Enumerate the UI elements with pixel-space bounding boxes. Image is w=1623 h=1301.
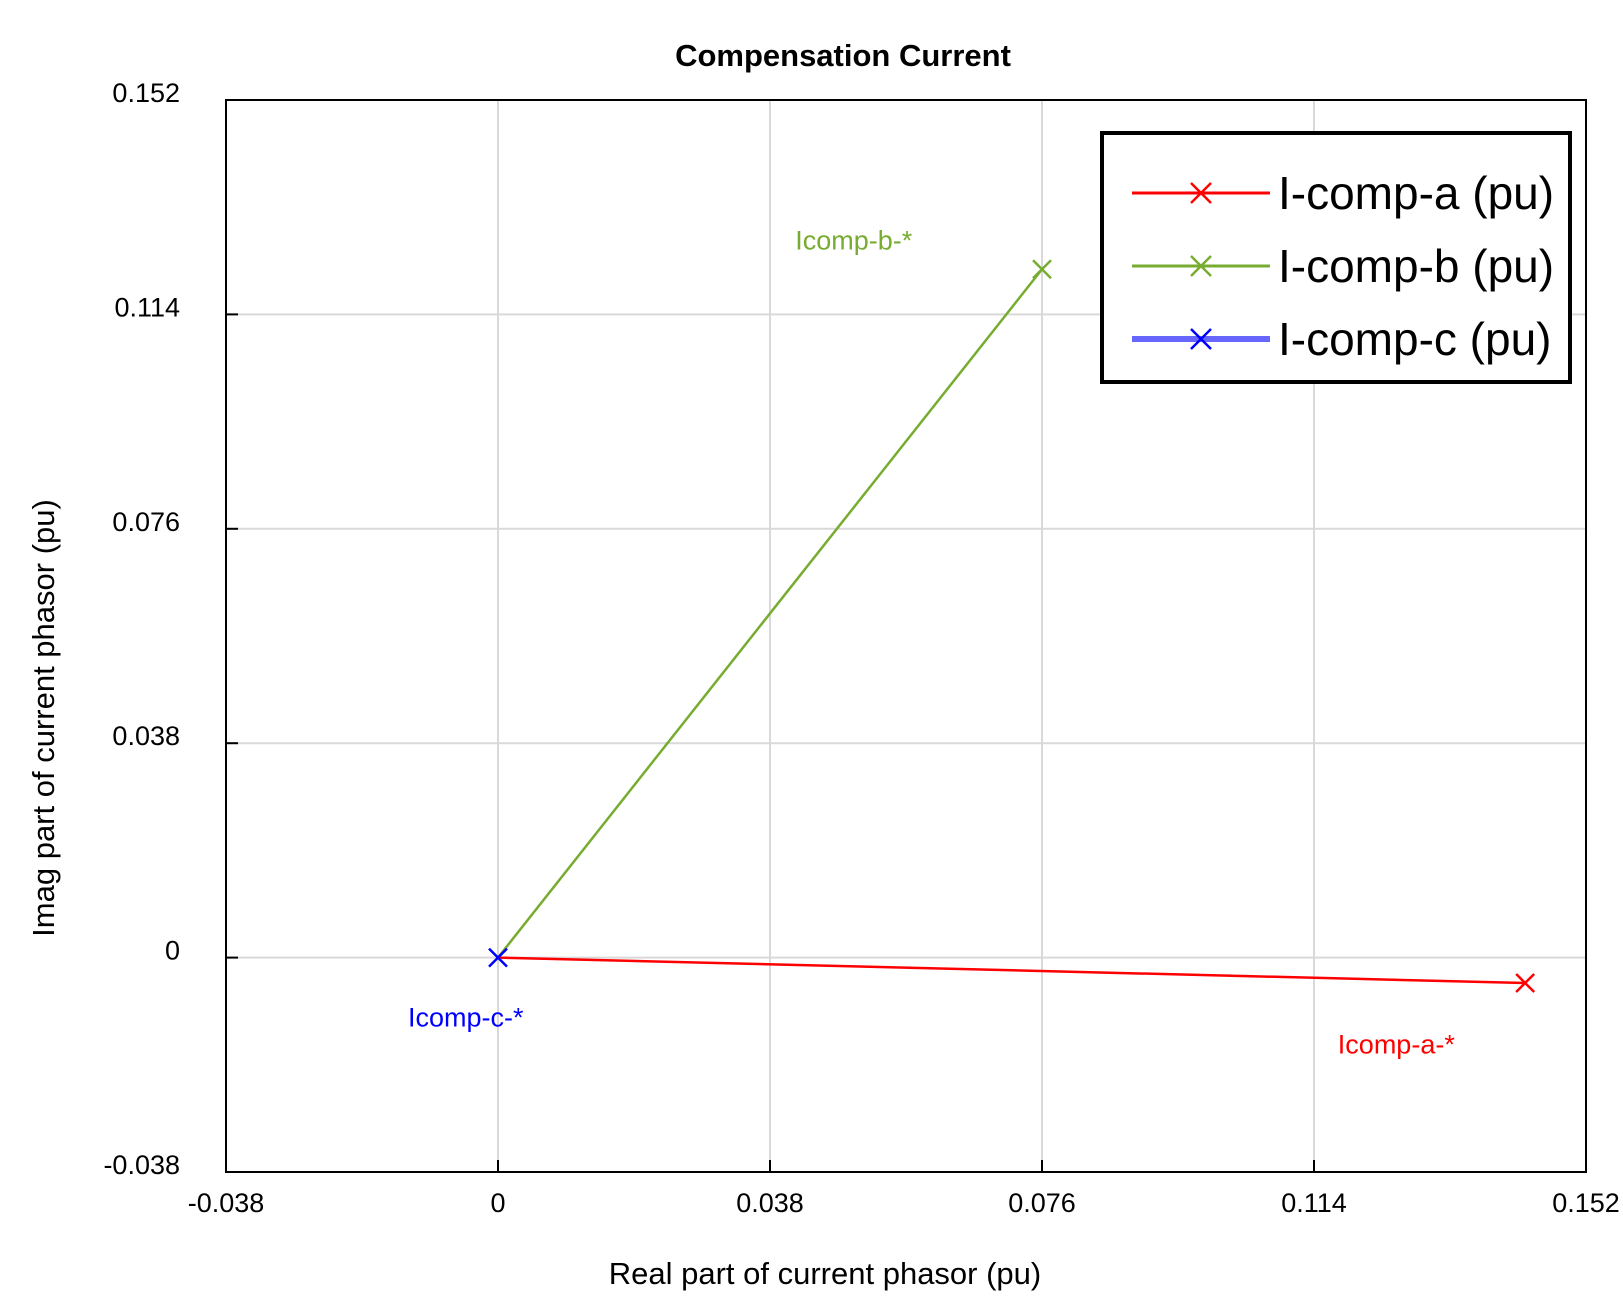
x-tick-label: 0.038 xyxy=(736,1188,804,1218)
x-tick-label: 0.076 xyxy=(1008,1188,1076,1218)
legend-marker xyxy=(1190,255,1212,277)
x-tick-label: 0.114 xyxy=(1281,1188,1347,1218)
legend-label: I-comp-c (pu) xyxy=(1278,313,1551,365)
series-annotation: Icomp-b-* xyxy=(795,226,913,256)
legend-label: I-comp-a (pu) xyxy=(1278,167,1554,219)
legend-marker xyxy=(1190,328,1212,350)
chart-title: Compensation Current xyxy=(675,38,1011,73)
y-tick-label: 0.114 xyxy=(114,292,180,322)
series-line xyxy=(497,956,1526,985)
y-tick-label: 0.038 xyxy=(112,721,180,751)
annotations: Icomp-a-* Icomp-b-* Icomp-c-* xyxy=(408,226,1455,1060)
series-annotation: Icomp-c-* xyxy=(408,1002,524,1032)
legend: I-comp-a (pu) I-comp-b (pu) I-comp-c (pu) xyxy=(1100,131,1572,384)
series-marker xyxy=(1515,973,1536,993)
legend-label: I-comp-b (pu) xyxy=(1278,240,1554,292)
axis-ticks: -0.038 0 0.038 0.076 0.114 0.152 -0.038 0 0.038 0… xyxy=(103,78,1619,1218)
y-tick-label: 0.076 xyxy=(112,507,180,537)
y-tick-label: 0 xyxy=(165,936,180,966)
x-tick-label: -0.038 xyxy=(188,1188,265,1218)
series-marker xyxy=(488,947,508,968)
series-line xyxy=(497,268,1043,959)
x-tick-label: 0.152 xyxy=(1552,1188,1620,1218)
y-tick-label: -0.038 xyxy=(103,1150,180,1180)
y-axis-label: Imag part of current phasor (pu) xyxy=(26,499,61,937)
x-tick-label: 0 xyxy=(490,1188,505,1218)
series-group xyxy=(488,259,1536,993)
x-axis-label: Real part of current phasor (pu) xyxy=(609,1256,1042,1291)
series-marker xyxy=(1032,259,1052,280)
plot-area xyxy=(225,99,1587,1173)
legend-marker xyxy=(1190,182,1212,204)
y-tick-label: 0.152 xyxy=(112,78,180,108)
series-annotation: Icomp-a-* xyxy=(1338,1030,1456,1060)
